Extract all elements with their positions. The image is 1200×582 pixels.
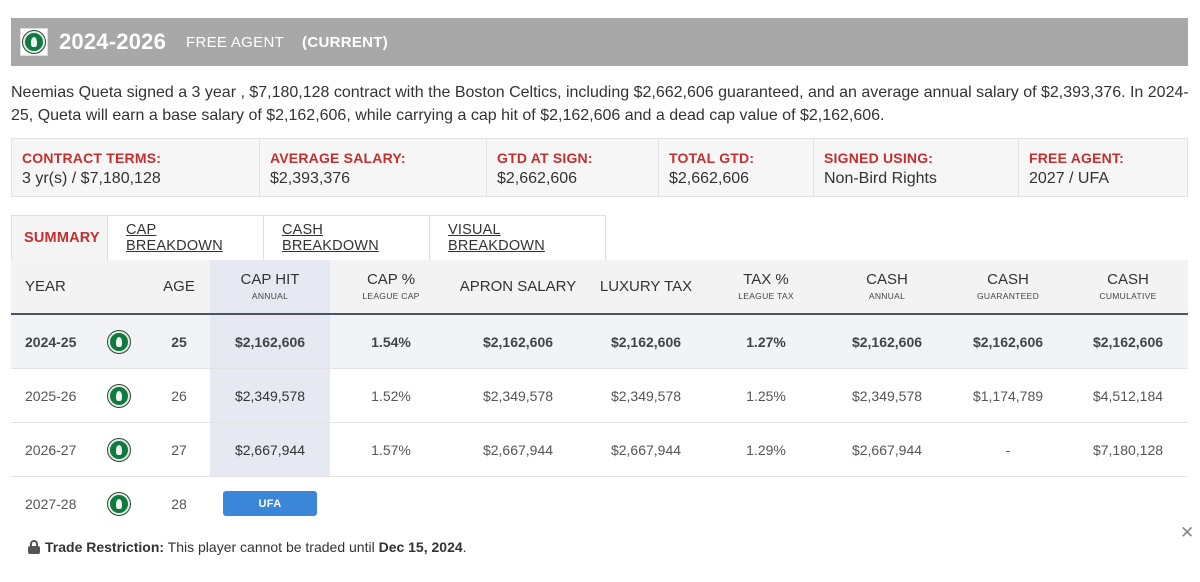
row-cap-pct: 1.57% <box>371 441 411 458</box>
term-contract: CONTRACT TERMS: 3 yr(s) / $7,180,128 <box>12 139 260 196</box>
term-signed-using: SIGNED USING: Non-Bird Rights <box>814 139 1019 196</box>
celtics-logo-icon <box>107 477 131 531</box>
lock-icon <box>28 540 41 554</box>
row-cash: $2,349,578 <box>851 387 923 404</box>
term-average-salary: AVERAGE SALARY: $2,393,376 <box>260 139 487 196</box>
row-cash-guaranteed: $1,174,789 <box>972 387 1044 404</box>
row-cap-hit: $2,667,944 <box>234 441 306 458</box>
row-year: 2027-28 <box>25 496 77 512</box>
table-row: 2027-28 28 UFA <box>11 477 1188 531</box>
contract-header: 2024-2026 FREE AGENT (CURRENT) <box>11 18 1188 66</box>
row-apron-salary: $2,162,606 <box>482 333 554 350</box>
header-cash-guaranteed: CASH GUARANTEED <box>976 271 1040 302</box>
contract-table: YEAR AGE CAP HIT ANNUAL CAP % LEAGUE CAP… <box>11 260 1188 531</box>
row-cash-cumulative: $4,512,184 <box>1092 387 1164 404</box>
row-cash-cumulative: $7,180,128 <box>1092 441 1164 458</box>
row-apron-salary: $2,667,944 <box>482 441 554 458</box>
header-year: YEAR <box>25 278 66 295</box>
header-cap-hit: CAP HIT ANNUAL <box>240 271 300 302</box>
row-apron-salary: $2,349,578 <box>482 387 554 404</box>
row-age: 28 <box>171 496 187 512</box>
header-cash: CASH ANNUAL <box>866 271 908 302</box>
contract-status: (CURRENT) <box>302 33 389 51</box>
row-age: 26 <box>171 387 187 404</box>
contract-years: 2024-2026 <box>59 29 167 54</box>
row-luxury-tax: $2,349,578 <box>610 387 682 404</box>
row-cash-guaranteed: $2,162,606 <box>972 333 1044 350</box>
table-row: 2025-26 26 $2,349,578 1.52% $2,349,578 $… <box>11 369 1188 423</box>
contract-description: Neemias Queta signed a 3 year , $7,180,1… <box>11 84 1189 124</box>
header-tax-pct: TAX % LEAGUE TAX <box>738 271 794 302</box>
term-gtd-at-sign: GTD AT SIGN: $2,662,606 <box>487 139 659 196</box>
row-cap-hit: $2,162,606 <box>234 333 306 350</box>
row-year: 2025-26 <box>25 387 77 404</box>
table-header: YEAR AGE CAP HIT ANNUAL CAP % LEAGUE CAP… <box>11 260 1188 315</box>
term-free-agent: FREE AGENT: 2027 / UFA <box>1029 150 1125 187</box>
celtics-logo-icon <box>20 28 48 56</box>
trade-restriction: Trade Restriction: This player cannot be… <box>28 539 467 555</box>
ufa-badge: UFA <box>223 491 317 516</box>
celtics-logo-icon <box>107 315 131 368</box>
tab-cash-breakdown[interactable]: CASH BREAKDOWN <box>264 216 430 260</box>
header-age: AGE <box>163 278 195 295</box>
header-apron-salary: APRON SALARY <box>459 278 577 295</box>
trade-restriction-date: Dec 15, 2024 <box>378 539 463 555</box>
trade-restriction-label: Trade Restriction: <box>45 539 165 555</box>
row-tax-pct: 1.25% <box>746 387 786 404</box>
row-cap-pct: 1.52% <box>371 387 411 404</box>
trade-restriction-end: . <box>462 539 467 555</box>
contract-terms: CONTRACT TERMS: 3 yr(s) / $7,180,128 AVE… <box>11 138 1188 197</box>
table-row: 2026-27 27 $2,667,944 1.57% $2,667,944 $… <box>11 423 1188 477</box>
trade-restriction-text: This player cannot be traded until <box>164 539 379 555</box>
row-tax-pct: 1.27% <box>746 333 786 350</box>
header-cash-cumulative: CASH CUMULATIVE <box>1099 271 1157 302</box>
celtics-logo-icon <box>107 423 131 476</box>
row-tax-pct: 1.29% <box>746 441 786 458</box>
row-age: 27 <box>171 441 187 458</box>
row-cash-cumulative: $2,162,606 <box>1092 333 1164 350</box>
tab-visual-breakdown[interactable]: VISUAL BREAKDOWN <box>448 222 545 254</box>
row-year: 2026-27 <box>25 441 77 458</box>
row-luxury-tax: $2,162,606 <box>610 333 682 350</box>
close-icon[interactable]: ✕ <box>1180 523 1195 542</box>
header-luxury-tax: LUXURY TAX <box>599 278 693 295</box>
contract-tabs: SUMMARY CAP BREAKDOWN CASH BREAKDOWN VIS… <box>11 215 606 260</box>
header-cap-pct: CAP % LEAGUE CAP <box>362 271 420 302</box>
row-cap-pct: 1.54% <box>371 333 411 350</box>
row-age: 25 <box>171 333 187 350</box>
contract-type: FREE AGENT <box>186 33 285 51</box>
tab-summary[interactable]: SUMMARY <box>12 216 108 260</box>
term-total-gtd: TOTAL GTD: $2,662,606 <box>659 139 814 196</box>
table-row: 2024-25 25 $2,162,606 1.54% $2,162,606 $… <box>11 315 1188 369</box>
celtics-logo-icon <box>107 369 131 422</box>
row-cash: $2,162,606 <box>851 333 923 350</box>
row-year: 2024-25 <box>25 333 77 350</box>
row-cash-guaranteed: - <box>1005 441 1011 458</box>
row-luxury-tax: $2,667,944 <box>610 441 682 458</box>
row-cash: $2,667,944 <box>851 441 923 458</box>
row-cap-hit: $2,349,578 <box>234 387 306 404</box>
tab-cap-breakdown[interactable]: CAP BREAKDOWN <box>108 216 264 260</box>
